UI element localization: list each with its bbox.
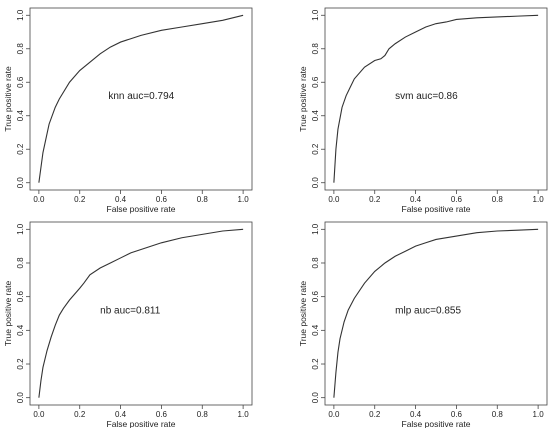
- panel-nb: 0.0 0.2 0.4 0.6 0.8 1.0 0.0 0.2 0.4 0.6 0.8 1.0 Fals…: [3, 221, 253, 428]
- auc-annotation-mlp: mlp auc=0.855: [395, 306, 461, 317]
- y-tick-label-mlp-4: 0.8: [311, 257, 320, 269]
- x-tick-label-svm-4: 0.8: [492, 195, 504, 204]
- x-tick-label-nb-1: 0.2: [74, 410, 86, 419]
- y-tick-label-svm-3: 0.6: [311, 76, 320, 88]
- x-tick-label-svm-2: 0.4: [410, 195, 422, 204]
- roc-curve-knn: [38, 14, 244, 183]
- x-tick-label-svm-3: 0.6: [451, 195, 463, 204]
- roc-curve-mlp: [333, 228, 539, 398]
- y-axis-title-mlp: True positive rate: [298, 281, 308, 347]
- roc-curve-svm: [333, 14, 539, 183]
- y-tick-label-nb-5: 1.0: [16, 223, 25, 235]
- y-tick-label-knn-3: 0.6: [16, 76, 25, 88]
- x-tick-label-knn-1: 0.2: [74, 195, 86, 204]
- plot-frame-nb: [29, 221, 253, 406]
- y-tick-label-mlp-3: 0.6: [311, 291, 320, 303]
- y-tick-label-svm-5: 1.0: [311, 9, 320, 21]
- y-tick-label-svm-0: 0.0: [311, 177, 320, 189]
- x-tick-label-mlp-0: 0.0: [328, 410, 340, 419]
- y-tick-label-nb-0: 0.0: [16, 392, 25, 404]
- y-tick-label-nb-4: 0.8: [16, 257, 25, 269]
- x-tick-label-nb-0: 0.0: [33, 410, 45, 419]
- x-tick-label-svm-1: 0.2: [369, 195, 381, 204]
- y-tick-label-svm-1: 0.2: [311, 143, 320, 155]
- y-axis-title-knn: True positive rate: [3, 66, 13, 132]
- x-tick-label-mlp-4: 0.8: [492, 410, 504, 419]
- x-tick-label-svm-0: 0.0: [328, 195, 340, 204]
- plot-frame-svm: [324, 7, 548, 191]
- y-tick-label-mlp-2: 0.4: [311, 324, 320, 336]
- plot-frame-mlp: [324, 221, 548, 406]
- auc-annotation-svm: svm auc=0.86: [395, 91, 458, 102]
- x-tick-label-knn-5: 1.0: [238, 195, 250, 204]
- x-tick-label-nb-3: 0.6: [156, 410, 168, 419]
- panel-mlp: 0.0 0.2 0.4 0.6 0.8 1.0 0.0 0.2 0.4 0.6 0.8 1.0 Fals…: [298, 221, 548, 428]
- x-tick-label-svm-5: 1.0: [533, 195, 545, 204]
- auc-annotation-nb: nb auc=0.811: [100, 306, 161, 317]
- roc-curve-nb: [38, 228, 244, 398]
- x-tick-label-knn-3: 0.6: [156, 195, 168, 204]
- y-axis-title-nb: True positive rate: [3, 281, 13, 347]
- x-tick-label-knn-4: 0.8: [197, 195, 209, 204]
- x-axis-title-knn: False positive rate: [107, 204, 176, 214]
- y-tick-label-knn-0: 0.0: [16, 177, 25, 189]
- x-tick-label-nb-2: 0.4: [115, 410, 127, 419]
- y-tick-label-knn-2: 0.4: [16, 110, 25, 122]
- y-tick-label-nb-2: 0.4: [16, 324, 25, 336]
- y-tick-label-knn-1: 0.2: [16, 143, 25, 155]
- plot-frame-knn: [29, 7, 253, 191]
- y-tick-label-mlp-5: 1.0: [311, 223, 320, 235]
- y-tick-label-mlp-0: 0.0: [311, 392, 320, 404]
- y-tick-label-knn-4: 0.8: [16, 43, 25, 55]
- x-tick-label-mlp-1: 0.2: [369, 410, 381, 419]
- x-tick-label-nb-4: 0.8: [197, 410, 209, 419]
- y-tick-label-svm-4: 0.8: [311, 43, 320, 55]
- x-tick-label-nb-5: 1.0: [238, 410, 250, 419]
- y-axis-title-svm: True positive rate: [298, 66, 308, 132]
- x-tick-label-mlp-3: 0.6: [451, 410, 463, 419]
- y-tick-label-knn-5: 1.0: [16, 9, 25, 21]
- x-tick-label-mlp-5: 1.0: [533, 410, 545, 419]
- y-tick-label-nb-1: 0.2: [16, 358, 25, 370]
- x-axis-title-svm: False positive rate: [402, 204, 471, 214]
- x-tick-label-knn-0: 0.0: [33, 195, 45, 204]
- panel-svm: 0.0 0.2 0.4 0.6 0.8 1.0 0.0 0.2 0.4 0.6 0.8 1.0 Fals…: [298, 7, 548, 214]
- y-tick-label-nb-3: 0.6: [16, 291, 25, 303]
- x-tick-label-knn-2: 0.4: [115, 195, 127, 204]
- x-axis-title-nb: False positive rate: [107, 419, 176, 428]
- y-tick-label-mlp-1: 0.2: [311, 358, 320, 370]
- x-tick-label-mlp-2: 0.4: [410, 410, 422, 419]
- auc-annotation-knn: knn auc=0.794: [108, 91, 174, 102]
- panel-knn: 0.0 0.2 0.4 0.6 0.8 1.0 0.0 0.2 0.4 0.6 0.8 1.0 Fals…: [3, 7, 253, 214]
- y-tick-label-svm-2: 0.4: [311, 110, 320, 122]
- x-axis-title-mlp: False positive rate: [402, 419, 471, 428]
